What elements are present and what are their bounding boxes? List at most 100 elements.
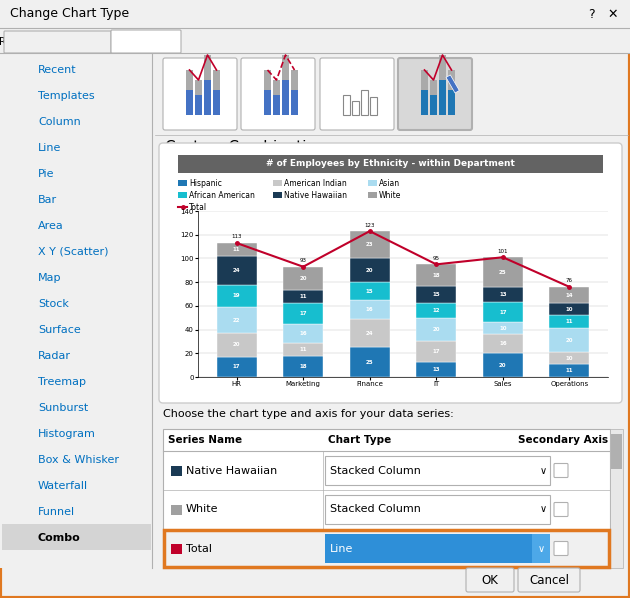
Bar [186, 70, 193, 90]
Text: 93: 93 [300, 258, 307, 263]
Text: Area: Area [38, 221, 64, 231]
Bar [446, 75, 459, 93]
Bar [284, 356, 323, 377]
Bar [532, 534, 550, 563]
FancyBboxPatch shape [320, 58, 394, 130]
Text: 11: 11 [233, 247, 241, 252]
Bar [549, 328, 589, 352]
Text: 17: 17 [299, 311, 307, 316]
Bar [448, 70, 455, 90]
Bar [273, 80, 280, 95]
Text: 95: 95 [433, 256, 440, 261]
Text: Waterfall: Waterfall [38, 481, 88, 491]
Text: Native Hawaiian: Native Hawaiian [284, 191, 347, 200]
Bar [204, 80, 211, 115]
Bar [549, 364, 589, 377]
Text: 101: 101 [498, 249, 508, 254]
Bar [204, 55, 211, 80]
Bar [350, 258, 390, 282]
FancyBboxPatch shape [325, 495, 550, 524]
FancyBboxPatch shape [159, 143, 622, 403]
Bar [350, 282, 390, 300]
Bar [361, 90, 368, 115]
Text: 11: 11 [299, 347, 307, 352]
Bar [483, 303, 523, 322]
FancyBboxPatch shape [163, 58, 237, 130]
Bar [178, 155, 603, 173]
Text: 76: 76 [566, 278, 573, 283]
Text: 24: 24 [233, 268, 241, 273]
Text: 11: 11 [566, 319, 573, 324]
Text: Pie: Pie [38, 169, 55, 179]
Text: African American: African American [189, 191, 255, 200]
Bar [291, 70, 298, 90]
Text: White: White [186, 505, 219, 514]
Bar [0, 28, 630, 54]
Bar [282, 55, 289, 80]
Bar [416, 304, 456, 318]
Text: 11: 11 [566, 368, 573, 373]
Bar [416, 318, 456, 341]
Text: American Indian: American Indian [284, 178, 346, 188]
Text: # of Employees by Ethnicity - within Department: # of Employees by Ethnicity - within Dep… [266, 160, 515, 169]
Text: Histogram: Histogram [38, 429, 96, 439]
Text: 25: 25 [366, 359, 374, 365]
Bar [195, 80, 202, 95]
Text: Total: Total [189, 203, 207, 212]
Bar [343, 95, 350, 115]
Bar [439, 80, 446, 115]
Bar [610, 429, 623, 568]
Text: 14: 14 [566, 292, 573, 298]
Bar [217, 307, 256, 333]
Text: Total: Total [186, 544, 212, 554]
Bar [2, 524, 151, 550]
Bar [483, 322, 523, 334]
Text: 10: 10 [566, 307, 573, 312]
Text: Asian: Asian [379, 178, 400, 188]
Bar [217, 357, 256, 377]
Text: ✕: ✕ [608, 8, 618, 20]
Bar [611, 434, 622, 469]
Text: Native Hawaiian: Native Hawaiian [186, 465, 277, 475]
Bar [264, 90, 271, 115]
Bar [421, 70, 428, 90]
Text: 113: 113 [231, 234, 242, 239]
Bar [217, 243, 256, 256]
Text: Surface: Surface [38, 325, 81, 335]
FancyBboxPatch shape [554, 542, 568, 556]
Text: Choose the chart type and axis for your data series:: Choose the chart type and axis for your … [163, 409, 454, 419]
Bar [416, 362, 456, 377]
Bar [370, 97, 377, 115]
Text: 25: 25 [499, 270, 507, 274]
Bar [213, 70, 220, 90]
FancyBboxPatch shape [554, 463, 568, 477]
Text: 20: 20 [299, 276, 307, 281]
Bar [325, 534, 550, 563]
Text: ∨: ∨ [538, 544, 545, 554]
Bar [350, 347, 390, 377]
FancyBboxPatch shape [164, 530, 609, 567]
Bar [416, 264, 456, 286]
Text: Cancel: Cancel [529, 573, 569, 587]
Bar [178, 180, 187, 186]
Bar [217, 285, 256, 307]
Bar [549, 304, 589, 315]
Text: Line: Line [38, 143, 61, 153]
Text: Bar: Bar [38, 195, 57, 205]
FancyBboxPatch shape [111, 30, 181, 53]
Bar [352, 101, 359, 115]
Text: Secondary Axis: Secondary Axis [518, 435, 608, 445]
Text: Combo: Combo [38, 533, 81, 543]
Text: Recommended Charts: Recommended Charts [0, 37, 115, 47]
Bar [284, 267, 323, 291]
Text: 20: 20 [433, 327, 440, 332]
Bar [416, 341, 456, 362]
Text: 11: 11 [299, 294, 307, 300]
Text: 23: 23 [366, 242, 374, 248]
Bar [549, 287, 589, 304]
FancyBboxPatch shape [466, 568, 514, 592]
Text: Box & Whisker: Box & Whisker [38, 455, 119, 465]
Bar [178, 192, 187, 198]
Text: Radar: Radar [38, 351, 71, 361]
Text: OK: OK [481, 573, 498, 587]
